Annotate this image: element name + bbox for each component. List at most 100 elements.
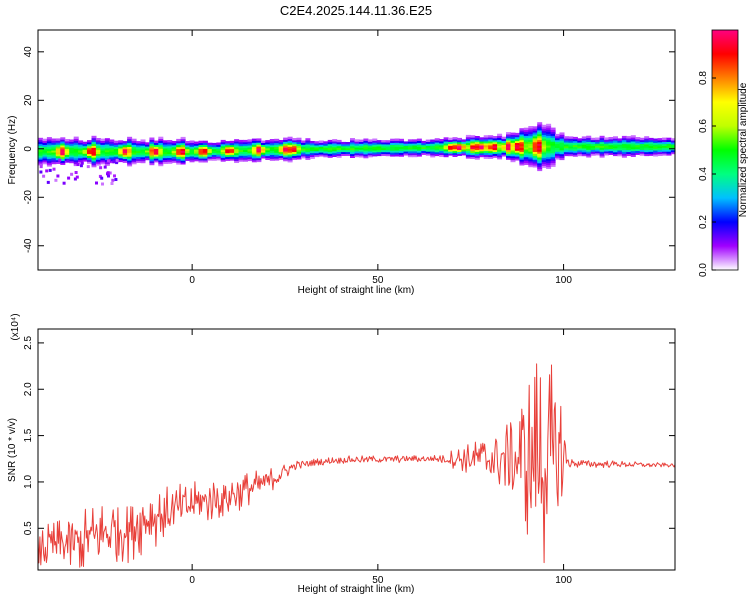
heatmap-cell	[60, 141, 66, 144]
heatmap-cell	[73, 157, 79, 161]
heatmap-cell	[180, 160, 186, 163]
heatmap-cell	[457, 151, 462, 154]
heatmap-cell	[55, 153, 61, 157]
heatmap-cell	[604, 153, 610, 156]
heatmap-cell	[350, 151, 355, 155]
heatmap-cell	[528, 139, 534, 142]
y-tick-label: -20	[23, 190, 34, 205]
heatmap-cell	[452, 139, 458, 142]
heatmap-cell	[430, 149, 436, 152]
heatmap-cell	[381, 140, 387, 143]
heatmap-cell	[64, 142, 70, 146]
heatmap-cell	[149, 145, 155, 148]
heatmap-cell	[581, 146, 587, 149]
heatmap-cell	[256, 138, 262, 141]
heatmap-cell	[653, 140, 659, 143]
heatmap-cell	[180, 150, 186, 153]
heatmap-cell	[439, 154, 445, 157]
heatmap-cell	[461, 143, 467, 146]
heatmap-cell	[198, 150, 204, 153]
heatmap-cell	[617, 153, 623, 157]
heatmap-cell	[251, 156, 257, 159]
heatmap-cell	[617, 150, 623, 153]
heatmap-cell	[430, 155, 436, 158]
heatmap-cell	[363, 150, 369, 153]
heatmap-cell	[457, 139, 462, 143]
heatmap-cell	[372, 146, 378, 149]
heatmap-cell	[131, 152, 137, 155]
heatmap-cell	[198, 140, 204, 144]
heatmap-cell	[46, 141, 52, 144]
heatmap-cell	[519, 136, 525, 139]
heatmap-cell	[581, 136, 587, 139]
heatmap-cell	[305, 146, 311, 149]
heatmap-cell	[55, 148, 61, 151]
heatmap-cell	[167, 151, 173, 155]
heatmap-cell	[202, 140, 208, 144]
heatmap-cell	[604, 137, 610, 140]
heatmap-cell	[167, 153, 173, 156]
heatmap-cell	[211, 152, 217, 155]
heatmap-cell	[265, 153, 271, 157]
heatmap-cell	[546, 125, 552, 129]
heatmap-cell	[332, 141, 338, 144]
heatmap-cell	[523, 135, 529, 138]
heatmap-cell	[572, 144, 578, 147]
heatmap-cell	[372, 142, 378, 145]
heatmap-cell	[506, 136, 511, 139]
heatmap-cell	[162, 148, 168, 151]
heatmap-cell	[648, 137, 654, 141]
heatmap-cell	[301, 148, 306, 151]
colorbar-frame	[711, 29, 739, 271]
heatmap-cell	[216, 142, 222, 145]
heatmap-cell	[46, 137, 52, 140]
heatmap-cell	[301, 150, 306, 153]
heatmap-cell	[483, 141, 489, 144]
heatmap-cell	[568, 153, 574, 157]
heatmap-cell	[581, 153, 587, 157]
heatmap-cell	[354, 147, 360, 150]
heatmap-cell	[523, 149, 529, 152]
heatmap-cell	[479, 145, 485, 148]
heatmap-cell	[87, 142, 92, 145]
heatmap-cell	[176, 162, 182, 165]
heatmap-cell	[506, 132, 511, 135]
heatmap-cell	[541, 155, 547, 159]
heatmap-cell	[314, 141, 320, 144]
heatmap-cell	[323, 141, 329, 144]
heatmap-cell	[474, 151, 480, 154]
heatmap-cell	[372, 150, 378, 153]
heatmap-cell	[421, 148, 427, 151]
heatmap-cell	[559, 148, 565, 151]
heatmap-cell	[363, 152, 369, 155]
heatmap-cell	[189, 148, 195, 151]
heatmap-cell	[563, 151, 569, 155]
heatmap-cell	[278, 151, 284, 155]
heatmap-cell	[122, 146, 128, 150]
heatmap-cell	[608, 140, 614, 144]
heatmap-cell	[180, 138, 186, 142]
heatmap-cell	[532, 155, 538, 158]
heatmap-cell	[416, 142, 422, 145]
heatmap-cell	[64, 156, 70, 159]
heatmap-cell	[563, 138, 569, 141]
heatmap-cell	[171, 152, 177, 155]
heatmap-cell	[572, 150, 578, 153]
heatmap-cell	[434, 140, 440, 143]
heatmap-cell	[528, 155, 534, 158]
heatmap-cell	[95, 181, 98, 185]
heatmap-cell	[283, 151, 289, 154]
heatmap-cell	[439, 142, 445, 146]
heatmap-cell	[563, 145, 569, 149]
heatmap-cell	[358, 147, 364, 150]
heatmap-cell	[350, 140, 355, 143]
heatmap-cell	[510, 155, 516, 159]
heatmap-cell	[292, 157, 298, 160]
heatmap-cell	[372, 154, 378, 157]
heatmap-cell	[479, 148, 485, 152]
heatmap-cell	[394, 140, 400, 143]
heatmap-cell	[617, 138, 623, 141]
heatmap-cell	[251, 148, 257, 151]
heatmap-cell	[617, 146, 623, 149]
heatmap-cell	[287, 154, 293, 157]
